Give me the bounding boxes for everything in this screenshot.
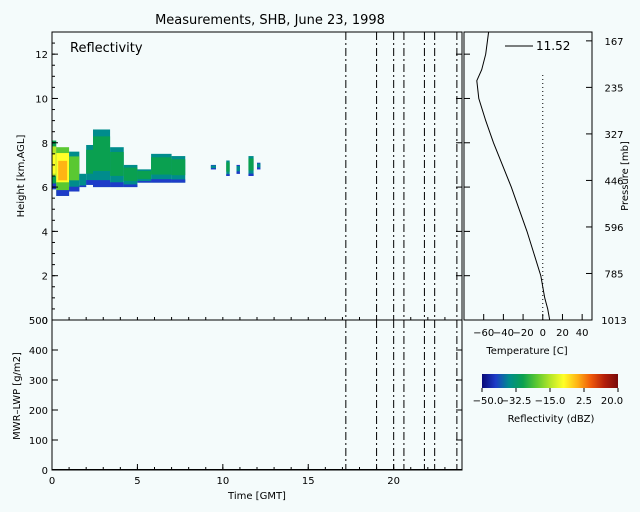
lwp-ytick-label-3: 300 (29, 376, 48, 387)
echo-core-12 (226, 162, 230, 172)
pressure-tick-label-0: 1013 (601, 316, 626, 327)
pressure-tick-label-3: 446 (604, 176, 623, 187)
echo-core-15 (257, 163, 261, 168)
echo-core-9 (151, 157, 172, 175)
colorbar-label: Reflectivity (dBZ) (508, 414, 595, 425)
echo-peak-1 (58, 160, 68, 181)
echo-base-13 (236, 172, 240, 174)
sounding-frame (463, 31, 593, 321)
lwp-frame (51, 319, 463, 471)
pressure-tick-label-2: 596 (604, 223, 623, 234)
echo-base-10 (171, 179, 186, 183)
sounding-x-axis-label: Temperature [C] (485, 346, 567, 357)
colorbar-strip (482, 374, 618, 388)
reflectivity-y-axis-label: Height [km,AGL] (16, 135, 27, 218)
lwp-xtick-label-2: 10 (216, 476, 229, 487)
sounding-pressure-ticks: 1013 785 596 446 327 235 167 (586, 37, 627, 327)
echo-base-5 (93, 180, 111, 188)
pressure-tick-label-5: 235 (604, 83, 623, 94)
reflectivity-panel: 0 2 4 6 8 10 12 Reflectivity Height [km,AGL] (16, 31, 463, 327)
echo-core-13 (236, 165, 240, 172)
refl-ytick-label-2: 4 (42, 227, 48, 238)
refl-ytick-label-0: 0 (42, 316, 48, 327)
colorbar-ticks: −50.0−32.5 −15.0 2.5 20.0 (473, 388, 623, 407)
colorbar-tick-label-3: 2.5 (576, 396, 592, 407)
lwp-xtick-label-0: 0 (49, 476, 55, 487)
lwp-ytick-label-2: 200 (29, 406, 48, 417)
lwp-xtick-label-3: 15 (302, 476, 315, 487)
refl-ytick-label-3: 6 (42, 183, 48, 194)
echo-base-8 (137, 181, 152, 183)
refl-ytick-label-1: 2 (42, 272, 48, 283)
pressure-tick-label-6: 167 (604, 37, 623, 48)
lwp-panel: 0 100 200 300 400 500 0 5 10 15 20 MWR–LWP [g/m2]… (12, 316, 463, 502)
sounding-pressure-axis-label: Pressure [mb] (620, 141, 631, 211)
chart-title: Measurements, SHB, June 23, 1998 (155, 13, 385, 28)
reflectivity-y-ticks: 0 2 4 6 8 10 12 (35, 31, 462, 327)
colorbar-tick-label-4: 20.0 (601, 396, 623, 407)
refl-ytick-label-6: 12 (35, 50, 48, 61)
echo-peak-0 (52, 154, 56, 174)
echo-core-8 (137, 170, 152, 179)
echo-base-15 (257, 168, 261, 170)
temperature-tick-label-0: −60 (473, 328, 494, 339)
echo-base-2 (69, 186, 80, 192)
temperature-tick-label-2: −20 (513, 328, 534, 339)
echo-base-7 (123, 184, 138, 188)
pressure-tick-label-1: 785 (604, 269, 623, 280)
lwp-ytick-label-1: 100 (29, 436, 48, 447)
lwp-x-axis-label: Time [GMT] (227, 491, 286, 502)
temperature-tick-label-5: 40 (576, 328, 589, 339)
echo-core-3 (79, 175, 87, 184)
echo-base-3 (79, 185, 87, 188)
echo-base-6 (110, 182, 124, 188)
reflectivity-dashed-lines (345, 32, 458, 320)
sounding-legend-label: 11.52 (536, 39, 570, 53)
reflectivity-echoes (52, 129, 261, 196)
echo-base-12 (226, 174, 230, 176)
lwp-ytick-label-0: 0 (42, 466, 48, 477)
echo-core-2 (69, 156, 80, 181)
echo-base-0 (52, 183, 57, 190)
reflectivity-panel-label: Reflectivity (70, 41, 143, 56)
colorbar-tick-label-1: −32.5 (501, 396, 532, 407)
temperature-tick-label-4: 20 (556, 328, 569, 339)
lwp-xtick-label-4: 20 (387, 476, 400, 487)
pressure-tick-label-4: 327 (604, 130, 623, 141)
sounding-height-ticks (464, 53, 470, 321)
lwp-y-axis-label: MWR–LWP [g/m2] (12, 352, 23, 440)
echo-core-6 (110, 151, 124, 176)
echo-base-9 (151, 179, 172, 183)
echo-core-4 (86, 149, 93, 174)
echo-core-5 (93, 136, 111, 171)
lwp-y-ticks: 0 100 200 300 400 500 (29, 316, 462, 477)
temperature-tick-label-3: 0 (540, 328, 546, 339)
lwp-ytick-label-4: 400 (29, 346, 48, 357)
sounding-temperature-ticks: −60−40−20 0 20 40 (473, 314, 589, 339)
lwp-dashed-lines (345, 320, 458, 470)
colorbar: −50.0−32.5 −15.0 2.5 20.0 Reflectivity (dBZ… (473, 374, 623, 425)
echo-base-4 (86, 180, 93, 185)
colorbar-tick-label-0: −50.0 (473, 396, 504, 407)
colorbar-tick-label-2: −15.0 (535, 396, 566, 407)
echo-core-10 (171, 159, 186, 176)
refl-ytick-label-5: 10 (35, 94, 48, 105)
sounding-temperature-line (476, 31, 551, 321)
echo-core-14 (248, 158, 254, 171)
sounding-panel: 11.52 1013 785 596 446 327 235 167 −60−40−20 0 2… (463, 31, 631, 357)
lwp-xtick-label-1: 5 (134, 476, 140, 487)
temperature-tick-label-1: −40 (493, 328, 514, 339)
echo-core-7 (123, 167, 138, 181)
refl-ytick-label-4: 8 (42, 139, 48, 150)
echo-core-11 (210, 165, 216, 169)
echo-base-11 (210, 168, 216, 170)
echo-base-14 (248, 173, 254, 176)
lwp-ytick-label-5: 500 (29, 316, 48, 327)
lwp-x-ticks: 0 5 10 15 20 (49, 317, 463, 487)
echo-base-1 (56, 190, 70, 196)
